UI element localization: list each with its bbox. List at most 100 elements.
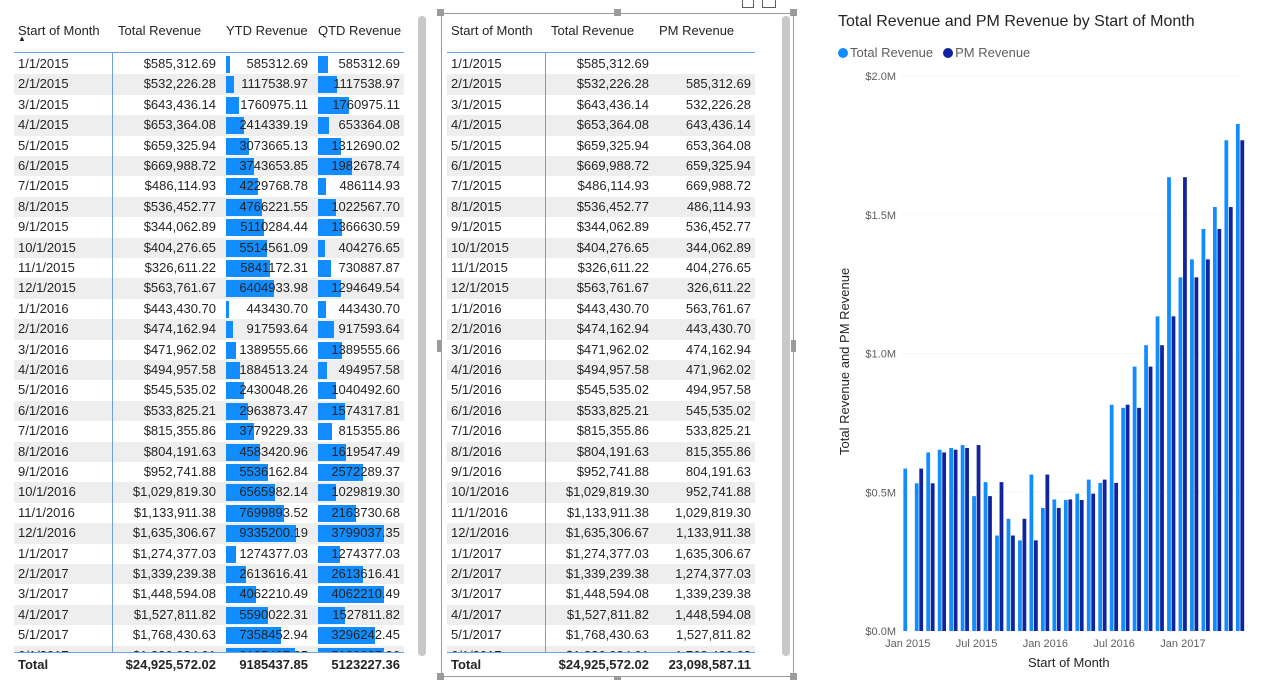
cell-qtd-revenue: 1527811.82 (332, 606, 400, 622)
table-row[interactable]: 9/1/2016 $952,741.88 5536162.84 2572289.37 (14, 462, 404, 482)
cell-start-of-month: 3/1/2017 (18, 586, 69, 602)
column-header-total-revenue[interactable]: Total Revenue (551, 22, 635, 38)
bar-pm-revenue (1079, 500, 1084, 631)
table-row[interactable]: 9/1/2015 $344,062.89 536,452.77 (447, 217, 755, 237)
resize-handle[interactable] (790, 673, 797, 680)
table-row[interactable]: 12/1/2015 $563,761.67 326,611.22 (447, 278, 755, 299)
column-header-qtd-revenue[interactable]: QTD Revenue (318, 22, 402, 38)
table-row[interactable]: 5/1/2017 $1,768,430.63 1,527,811.82 (447, 625, 755, 645)
table-row[interactable]: 5/1/2016 $545,535.02 2430048.26 1040492.60 (14, 380, 404, 400)
column-header-start-of-month[interactable]: Start of Month (18, 22, 100, 38)
table2-scrollbar[interactable] (782, 16, 790, 656)
table-row[interactable]: 2/1/2017 $1,339,239.38 1,274,377.03 (447, 564, 755, 585)
table-row[interactable]: 8/1/2016 $804,191.63 815,355.86 (447, 441, 755, 462)
bar-total-revenue (926, 452, 931, 631)
table-row[interactable]: 3/1/2016 $471,962.02 474,162.94 (447, 340, 755, 360)
table-row[interactable]: 12/1/2016 $1,635,306.67 9335200.19 3799037.… (14, 523, 404, 544)
table-row[interactable]: 2/1/2015 $532,226.28 585,312.69 (447, 74, 755, 95)
resize-handle[interactable] (614, 673, 621, 680)
resize-handle[interactable] (437, 673, 444, 680)
table-row[interactable]: 1/1/2016 $443,430.70 443430.70 443430.70 (14, 299, 404, 319)
legend-item-pm-revenue[interactable]: PM Revenue (943, 45, 1030, 60)
table-row[interactable]: 4/1/2015 $653,364.08 643,436.14 (447, 115, 755, 136)
table-row[interactable]: 11/1/2016 $1,133,911.38 7699893.52 2163730.… (14, 503, 404, 523)
ytd-data-bar (226, 627, 282, 645)
x-axis-title: Start of Month (1028, 655, 1110, 670)
table-row[interactable]: 3/1/2015 $643,436.14 1760975.11 1760975.11 (14, 95, 404, 115)
table-row[interactable]: 4/1/2017 $1,527,811.82 5590022.31 1527811.8… (14, 604, 404, 626)
table-row[interactable]: 9/1/2015 $344,062.89 5110284.44 1366630.59 (14, 217, 404, 237)
table-row[interactable]: 9/1/2016 $952,741.88 804,191.63 (447, 462, 755, 482)
table-row[interactable]: 10/1/2015 $404,276.65 5514561.09 404276.65 (14, 237, 404, 258)
resize-handle[interactable] (437, 9, 444, 16)
table-row[interactable]: 3/1/2015 $643,436.14 532,226.28 (447, 95, 755, 115)
table-row[interactable]: 6/1/2015 $669,988.72 3743653.85 1982678.74 (14, 156, 404, 177)
table-row[interactable]: 4/1/2016 $494,957.58 1884513.24 494957.58 (14, 360, 404, 381)
ytd-qtd-table[interactable]: Start of Month ▲ Total Revenue YTD Reven… (14, 8, 406, 688)
table-row[interactable]: 7/1/2016 $815,355.86 3779229.33 815355.86 (14, 421, 404, 441)
cell-pm-revenue: 659,325.94 (685, 158, 751, 173)
cell-ytd-revenue: 6565982.14 (239, 484, 308, 500)
table-row[interactable]: 11/1/2016 $1,133,911.38 1,029,819.30 (447, 503, 755, 523)
table-row[interactable]: 5/1/2015 $659,325.94 653,364.08 (447, 136, 755, 156)
resize-handle[interactable] (437, 340, 442, 352)
column-header-ytd-revenue[interactable]: YTD Revenue (226, 22, 308, 38)
table-row[interactable]: 2/1/2015 $532,226.28 1117538.97 1117538.97 (14, 74, 404, 95)
filter-icon[interactable] (742, 0, 754, 8)
table-row[interactable]: 10/1/2015 $404,276.65 344,062.89 (447, 237, 755, 258)
table-row[interactable]: 6/1/2016 $533,825.21 2963873.47 1574317.81 (14, 400, 404, 422)
resize-handle[interactable] (614, 9, 621, 16)
table-row[interactable]: 2/1/2016 $474,162.94 917593.64 917593.64 (14, 319, 404, 340)
table-row[interactable]: 12/1/2015 $563,761.67 6404933.98 1294649.54 (14, 278, 404, 299)
table-row[interactable]: 11/1/2015 $326,611.22 404,276.65 (447, 258, 755, 278)
focus-mode-icon[interactable] (762, 0, 776, 8)
clustered-column-chart[interactable]: $0.0M $0.5M $1.0M $1.5M $2.0M Jan 2015 Jul 201… (830, 60, 1270, 660)
cell-qtd-revenue: 1274377.03 (331, 545, 400, 561)
resize-handle[interactable] (791, 340, 796, 352)
table1-scrollbar[interactable] (418, 16, 426, 656)
header-divider (14, 52, 404, 53)
table-row[interactable]: 1/1/2015 $585,312.69 (447, 54, 755, 74)
table-row[interactable]: 7/1/2015 $486,114.93 669,988.72 (447, 176, 755, 196)
cell-qtd-revenue: 3296242.45 (331, 627, 400, 643)
bar-total-revenue (1063, 500, 1068, 631)
table-row[interactable]: 1/1/2015 $585,312.69 585312.69 585312.69 (14, 54, 404, 74)
table-row[interactable]: 10/1/2016 $1,029,819.30 6565982.14 1029819.… (14, 482, 404, 503)
table-row[interactable]: 7/1/2016 $815,355.86 533,825.21 (447, 421, 755, 441)
legend-item-total-revenue[interactable]: Total Revenue (838, 45, 933, 60)
table-row[interactable]: 8/1/2015 $536,452.77 486,114.93 (447, 196, 755, 218)
column-header-start-of-month[interactable]: Start of Month (451, 22, 533, 38)
column-header-total-revenue[interactable]: Total Revenue (118, 22, 202, 38)
table-row[interactable]: 8/1/2016 $804,191.63 4583420.96 1619547.49 (14, 441, 404, 462)
table-row[interactable]: 3/1/2016 $471,962.02 1389555.66 1389555.66 (14, 340, 404, 360)
table-row[interactable]: 4/1/2016 $494,957.58 471,962.02 (447, 360, 755, 381)
table-row[interactable]: 3/1/2017 $1,448,594.08 1,339,239.38 (447, 584, 755, 604)
table-row[interactable]: 6/1/2015 $669,988.72 659,325.94 (447, 156, 755, 177)
table-row[interactable]: 5/1/2017 $1,768,430.63 7358452.94 3296242.4… (14, 625, 404, 645)
bar-total-revenue (960, 445, 965, 631)
table-row[interactable]: 5/1/2016 $545,535.02 494,957.58 (447, 380, 755, 400)
table-row[interactable]: 6/1/2016 $533,825.21 545,535.02 (447, 400, 755, 422)
ytd-data-bar (226, 606, 268, 624)
pm-revenue-table[interactable]: Start of Month Total Revenue PM Revenue … (447, 8, 757, 688)
table-row[interactable]: 1/1/2017 $1,274,377.03 1274377.03 1274377.0… (14, 544, 404, 564)
table-row[interactable]: 2/1/2016 $474,162.94 443,430.70 (447, 319, 755, 340)
table-row[interactable]: 1/1/2017 $1,274,377.03 1,635,306.67 (447, 544, 755, 564)
table-row[interactable]: 3/1/2017 $1,448,594.08 4062210.49 4062210.4… (14, 584, 404, 604)
table-row[interactable]: 4/1/2017 $1,527,811.82 1,448,594.08 (447, 604, 755, 626)
table-row[interactable]: 12/1/2016 $1,635,306.67 1,133,911.38 (447, 523, 755, 544)
column-header-pm-revenue[interactable]: PM Revenue (659, 22, 735, 38)
table-row[interactable]: 1/1/2016 $443,430.70 563,761.67 (447, 299, 755, 319)
table-row[interactable]: 4/1/2015 $653,364.08 2414339.19 653364.08 (14, 115, 404, 136)
table-row[interactable]: 8/1/2015 $536,452.77 4766221.55 1022567.70 (14, 196, 404, 218)
chart-legend[interactable]: Total Revenue PM Revenue (838, 45, 1036, 60)
table-row[interactable]: 7/1/2015 $486,114.93 4229768.78 486114.93 (14, 176, 404, 196)
table-row[interactable]: 2/1/2017 $1,339,239.38 2613616.41 2613616.4… (14, 564, 404, 585)
resize-handle[interactable] (790, 9, 797, 16)
qtd-data-bar (318, 443, 347, 461)
table-row[interactable]: 11/1/2015 $326,611.22 5841172.31 730887.87 (14, 258, 404, 278)
y-tick-label: $1.5M (865, 210, 896, 222)
cell-total-revenue: $471,962.02 (576, 341, 649, 357)
table-row[interactable]: 10/1/2016 $1,029,819.30 952,741.88 (447, 482, 755, 503)
table-row[interactable]: 5/1/2015 $659,325.94 3073665.13 1312690.02 (14, 136, 404, 156)
